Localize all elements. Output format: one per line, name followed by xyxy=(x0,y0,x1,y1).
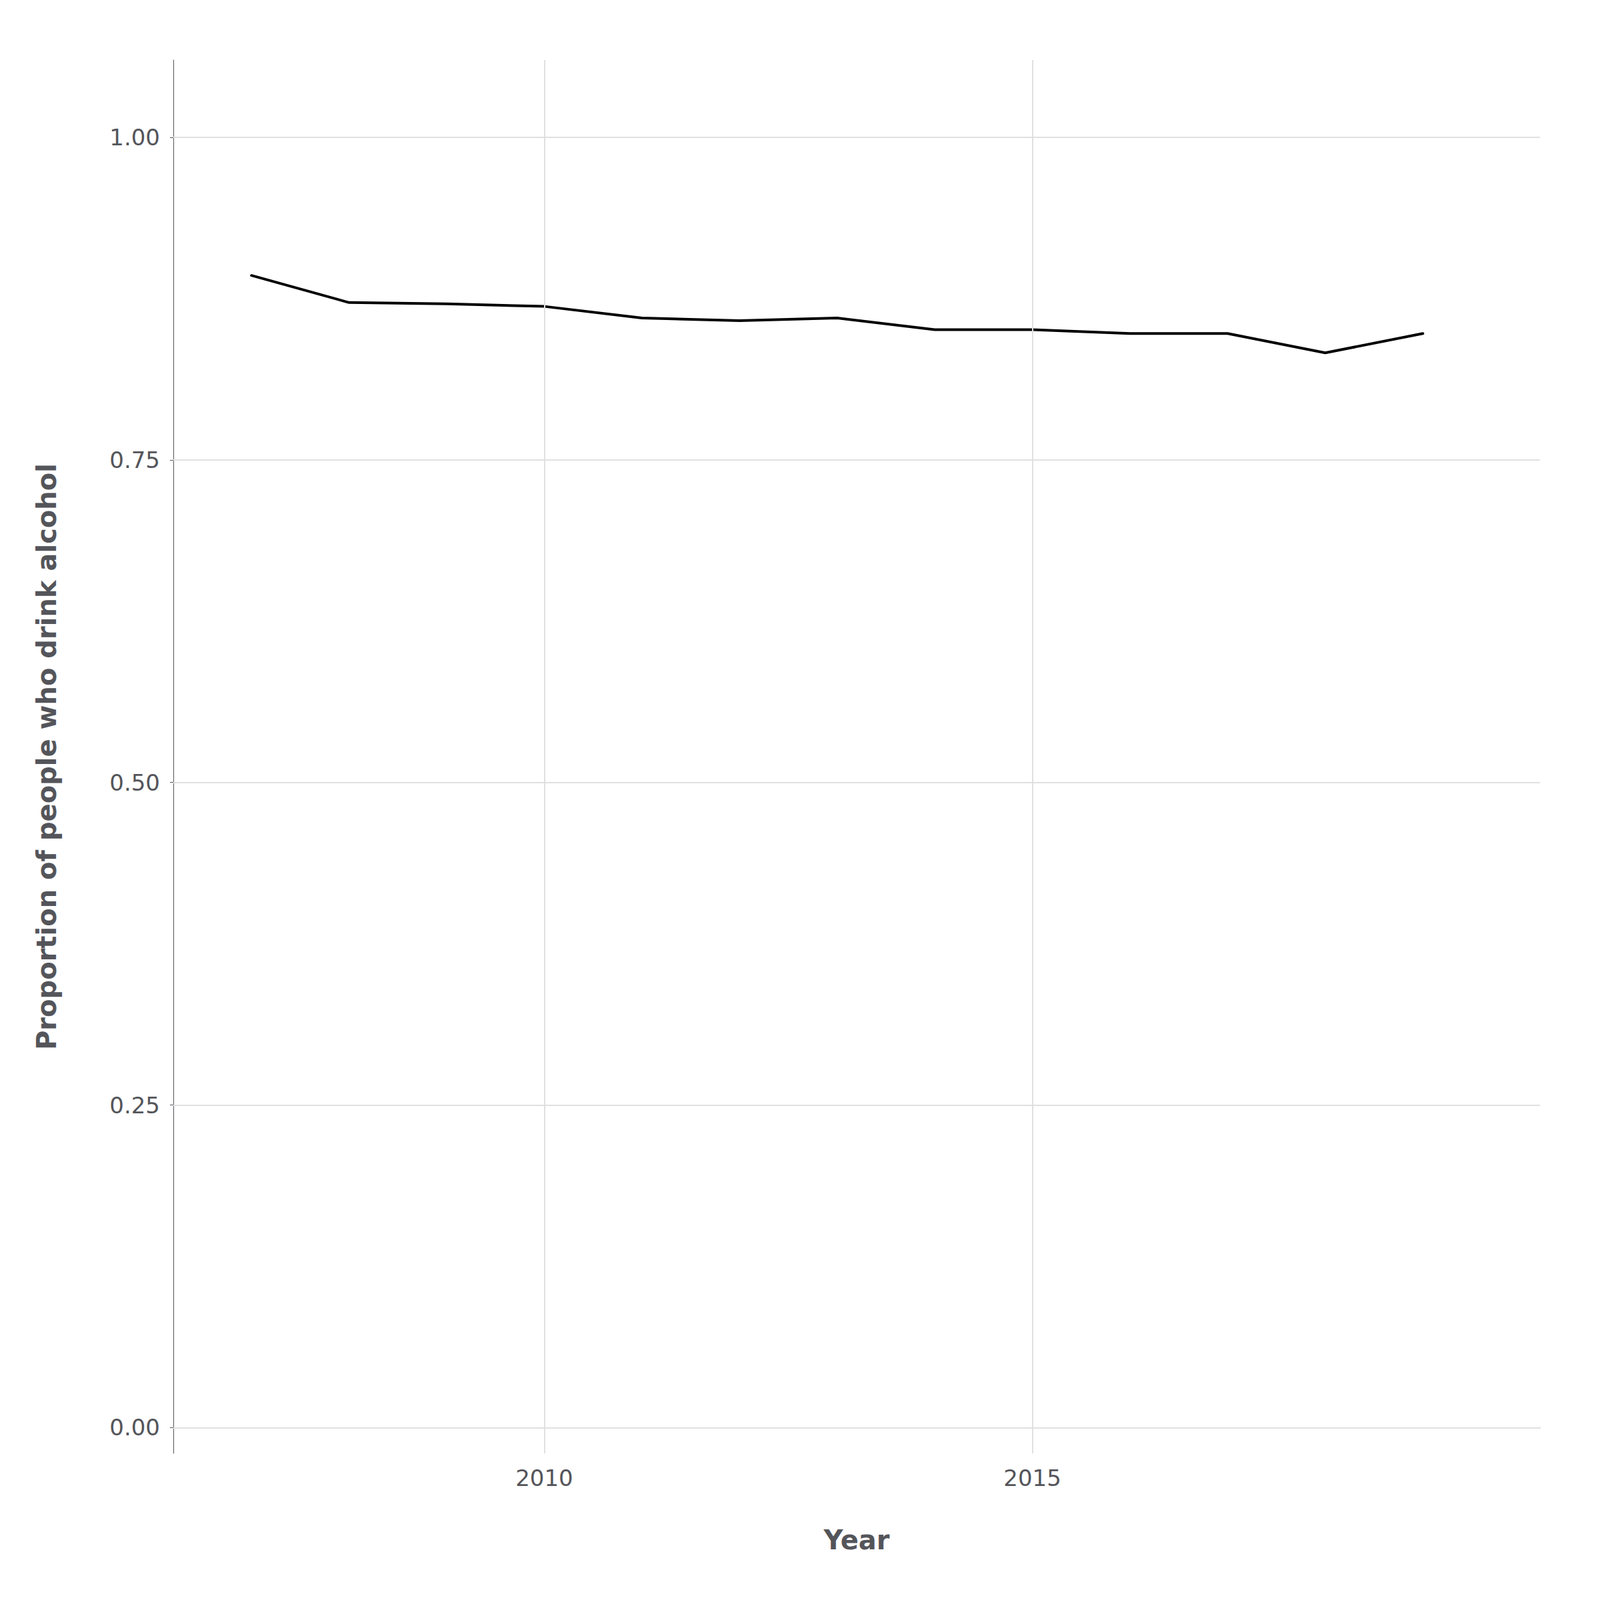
svg-text:2010: 2010 xyxy=(515,1464,574,1492)
svg-text:2015: 2015 xyxy=(1003,1464,1062,1492)
svg-text:0.50: 0.50 xyxy=(109,769,160,796)
svg-text:Proportion of people who drink: Proportion of people who drink alcohol xyxy=(31,463,62,1050)
svg-text:Year: Year xyxy=(822,1524,890,1556)
svg-text:1.00: 1.00 xyxy=(109,124,160,151)
svg-text:0.75: 0.75 xyxy=(109,446,160,474)
svg-text:0.00: 0.00 xyxy=(109,1414,160,1441)
svg-text:0.25: 0.25 xyxy=(109,1092,160,1119)
